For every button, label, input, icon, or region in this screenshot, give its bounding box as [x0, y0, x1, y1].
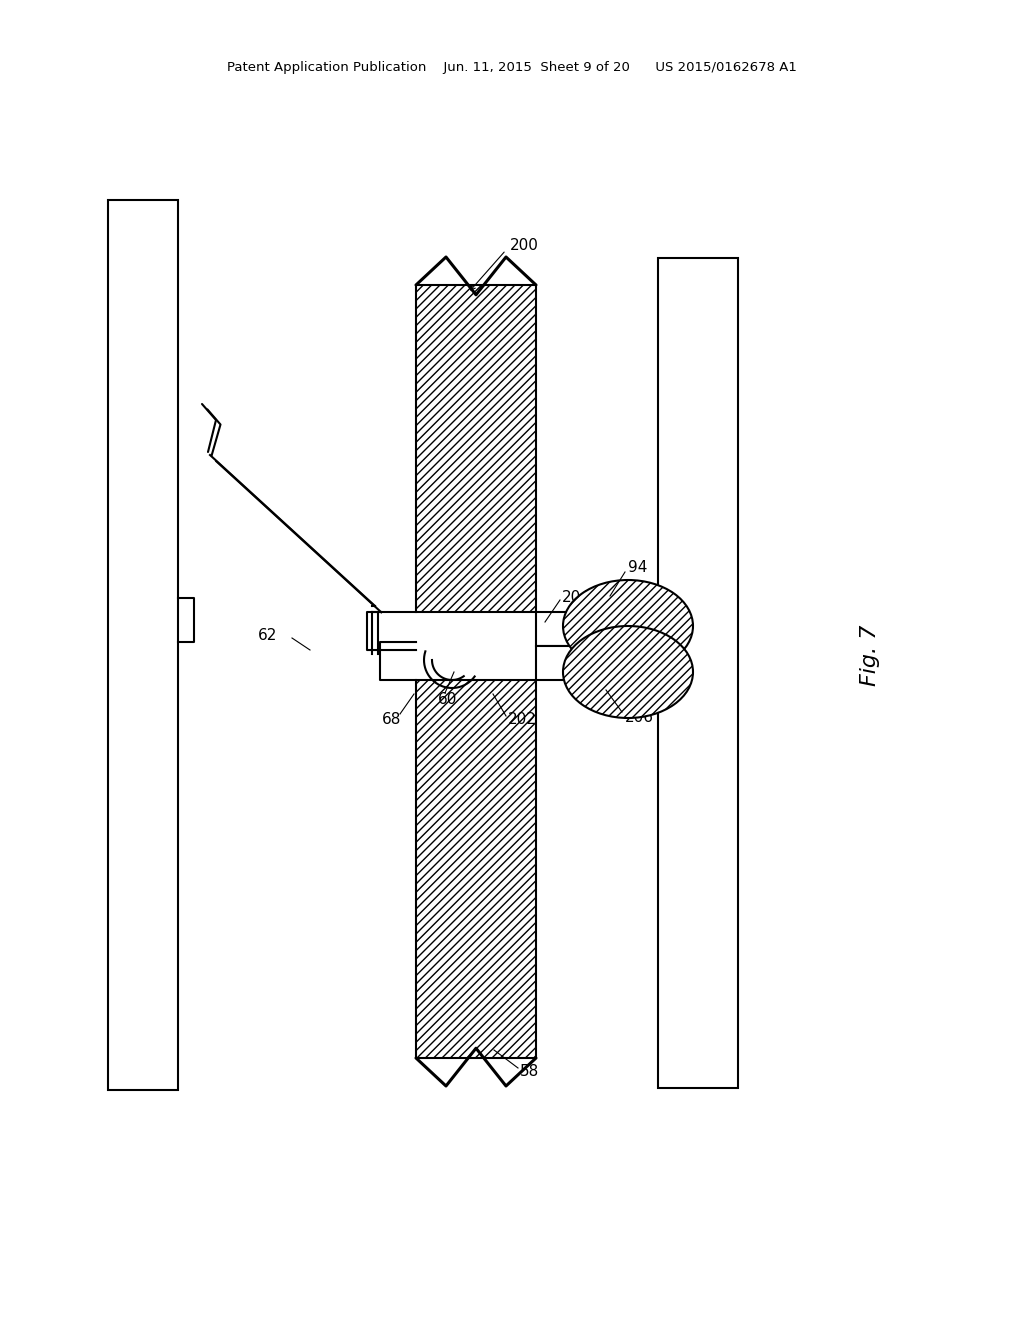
Text: 206: 206 — [625, 710, 654, 725]
Text: Patent Application Publication    Jun. 11, 2015  Sheet 9 of 20      US 2015/0162: Patent Application Publication Jun. 11, … — [227, 62, 797, 74]
Text: 58: 58 — [520, 1064, 540, 1080]
Text: 68: 68 — [382, 713, 401, 727]
Text: 202: 202 — [508, 713, 537, 727]
Polygon shape — [536, 645, 592, 680]
Text: 62: 62 — [258, 627, 278, 643]
Polygon shape — [536, 612, 592, 645]
Polygon shape — [416, 680, 536, 1059]
Text: Fig. 7: Fig. 7 — [860, 624, 880, 685]
Ellipse shape — [563, 626, 693, 718]
Text: 200: 200 — [510, 239, 539, 253]
Text: 204: 204 — [562, 590, 591, 605]
Ellipse shape — [563, 579, 693, 672]
Text: 60: 60 — [438, 693, 458, 708]
Text: 94: 94 — [628, 561, 647, 576]
Polygon shape — [416, 285, 536, 612]
